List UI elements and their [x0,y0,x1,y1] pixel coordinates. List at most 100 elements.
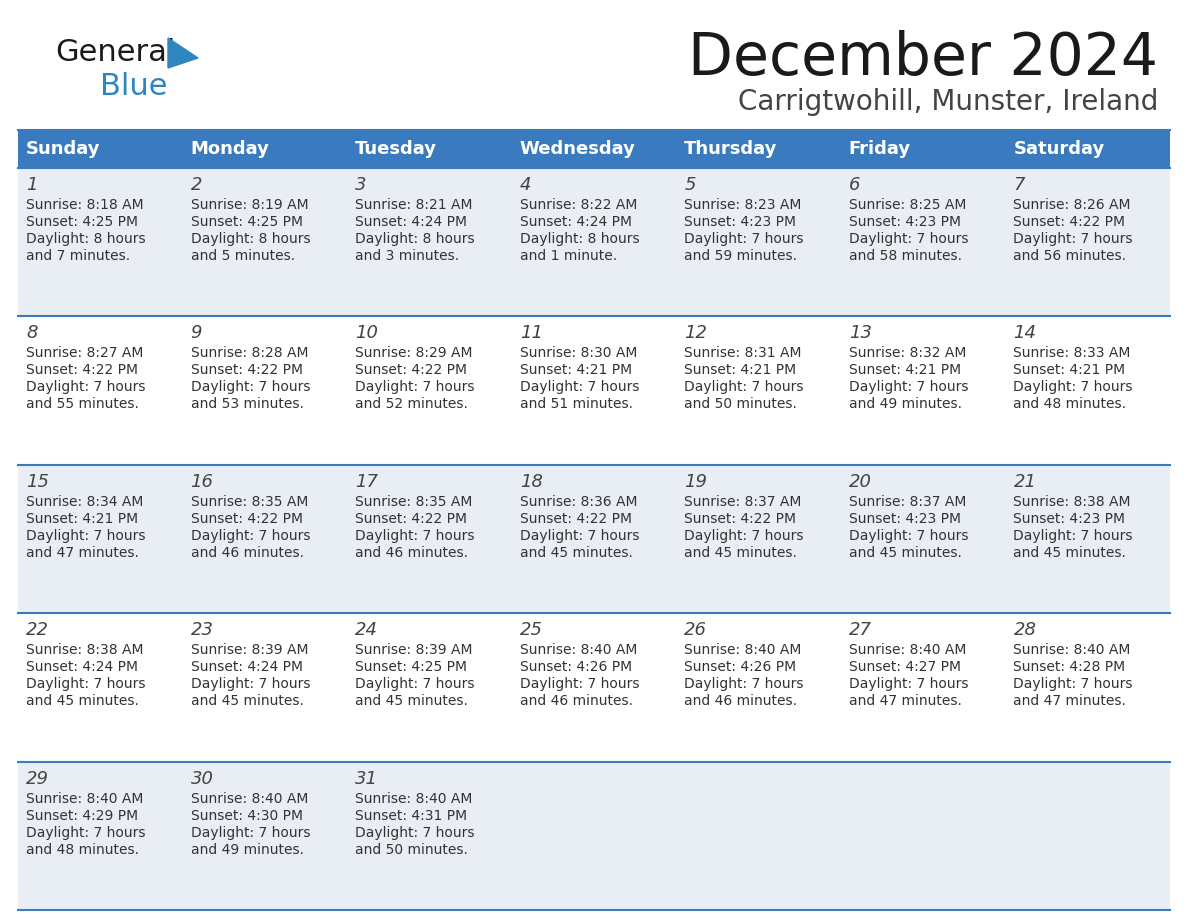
Text: Sunset: 4:28 PM: Sunset: 4:28 PM [1013,660,1125,674]
Text: Sunrise: 8:40 AM: Sunrise: 8:40 AM [1013,644,1131,657]
Text: Sunset: 4:22 PM: Sunset: 4:22 PM [1013,215,1125,229]
Text: and 49 minutes.: and 49 minutes. [849,397,962,411]
Text: and 45 minutes.: and 45 minutes. [26,694,139,708]
Text: and 45 minutes.: and 45 minutes. [684,546,797,560]
Text: Sunset: 4:21 PM: Sunset: 4:21 PM [519,364,632,377]
Text: Daylight: 7 hours: Daylight: 7 hours [849,529,968,543]
Text: and 58 minutes.: and 58 minutes. [849,249,962,263]
Text: Daylight: 7 hours: Daylight: 7 hours [684,677,804,691]
Text: Daylight: 7 hours: Daylight: 7 hours [684,380,804,395]
Text: Daylight: 7 hours: Daylight: 7 hours [190,529,310,543]
Text: Sunrise: 8:18 AM: Sunrise: 8:18 AM [26,198,144,212]
Text: Sunset: 4:21 PM: Sunset: 4:21 PM [849,364,961,377]
Bar [18,168,1170,317]
Text: Sunset: 4:24 PM: Sunset: 4:24 PM [355,215,467,229]
Text: and 45 minutes.: and 45 minutes. [355,694,468,708]
Text: Thursday: Thursday [684,140,778,158]
Text: Daylight: 7 hours: Daylight: 7 hours [1013,677,1133,691]
Text: Sunset: 4:22 PM: Sunset: 4:22 PM [26,364,138,377]
Text: 13: 13 [849,324,872,342]
Text: Daylight: 7 hours: Daylight: 7 hours [190,825,310,840]
Bar [18,130,183,168]
Text: Sunset: 4:24 PM: Sunset: 4:24 PM [519,215,632,229]
Text: 10: 10 [355,324,378,342]
Text: 24: 24 [355,621,378,639]
Text: Sunset: 4:21 PM: Sunset: 4:21 PM [26,512,138,526]
Text: Sunrise: 8:32 AM: Sunrise: 8:32 AM [849,346,966,361]
Bar [18,465,1170,613]
Text: Sunset: 4:31 PM: Sunset: 4:31 PM [355,809,467,823]
Text: 14: 14 [1013,324,1036,342]
Text: Wednesday: Wednesday [519,140,636,158]
Text: Sunrise: 8:23 AM: Sunrise: 8:23 AM [684,198,802,212]
Text: Sunrise: 8:34 AM: Sunrise: 8:34 AM [26,495,144,509]
Text: Sunrise: 8:38 AM: Sunrise: 8:38 AM [1013,495,1131,509]
Text: and 46 minutes.: and 46 minutes. [355,546,468,560]
Text: Sunrise: 8:33 AM: Sunrise: 8:33 AM [1013,346,1131,361]
Text: and 5 minutes.: and 5 minutes. [190,249,295,263]
Text: 18: 18 [519,473,543,491]
Text: Sunset: 4:30 PM: Sunset: 4:30 PM [190,809,303,823]
Text: Sunset: 4:22 PM: Sunset: 4:22 PM [519,512,632,526]
Text: 26: 26 [684,621,707,639]
Text: Sunset: 4:27 PM: Sunset: 4:27 PM [849,660,961,674]
Text: Daylight: 8 hours: Daylight: 8 hours [26,232,146,246]
Text: Sunrise: 8:40 AM: Sunrise: 8:40 AM [849,644,966,657]
Text: Sunrise: 8:40 AM: Sunrise: 8:40 AM [355,791,473,806]
Text: and 46 minutes.: and 46 minutes. [684,694,797,708]
Text: Tuesday: Tuesday [355,140,437,158]
Text: Daylight: 8 hours: Daylight: 8 hours [355,232,475,246]
Text: Sunrise: 8:36 AM: Sunrise: 8:36 AM [519,495,637,509]
Text: Sunset: 4:29 PM: Sunset: 4:29 PM [26,809,138,823]
Text: Daylight: 7 hours: Daylight: 7 hours [519,529,639,543]
Text: Daylight: 7 hours: Daylight: 7 hours [26,677,145,691]
Text: Sunset: 4:22 PM: Sunset: 4:22 PM [684,512,796,526]
Text: Blue: Blue [100,72,168,101]
Text: 11: 11 [519,324,543,342]
Text: Sunrise: 8:38 AM: Sunrise: 8:38 AM [26,644,144,657]
Text: Daylight: 7 hours: Daylight: 7 hours [26,529,145,543]
Text: Sunrise: 8:35 AM: Sunrise: 8:35 AM [190,495,308,509]
Text: Sunrise: 8:40 AM: Sunrise: 8:40 AM [684,644,802,657]
Text: 12: 12 [684,324,707,342]
Text: Daylight: 7 hours: Daylight: 7 hours [684,232,804,246]
Text: 5: 5 [684,176,696,194]
Text: and 45 minutes.: and 45 minutes. [519,546,632,560]
Text: 3: 3 [355,176,367,194]
Text: and 1 minute.: and 1 minute. [519,249,617,263]
Text: Daylight: 7 hours: Daylight: 7 hours [519,677,639,691]
Text: and 47 minutes.: and 47 minutes. [26,546,139,560]
Text: Sunset: 4:26 PM: Sunset: 4:26 PM [519,660,632,674]
Text: and 50 minutes.: and 50 minutes. [355,843,468,856]
Text: Sunset: 4:24 PM: Sunset: 4:24 PM [190,660,303,674]
Text: and 50 minutes.: and 50 minutes. [684,397,797,411]
Text: 30: 30 [190,769,214,788]
Text: and 7 minutes.: and 7 minutes. [26,249,131,263]
Text: 6: 6 [849,176,860,194]
Text: 16: 16 [190,473,214,491]
Text: Sunrise: 8:29 AM: Sunrise: 8:29 AM [355,346,473,361]
Text: Sunrise: 8:26 AM: Sunrise: 8:26 AM [1013,198,1131,212]
Text: and 59 minutes.: and 59 minutes. [684,249,797,263]
Text: Daylight: 7 hours: Daylight: 7 hours [849,232,968,246]
Bar [18,762,1170,910]
Text: 20: 20 [849,473,872,491]
Text: Sunrise: 8:22 AM: Sunrise: 8:22 AM [519,198,637,212]
Text: 15: 15 [26,473,49,491]
Text: 23: 23 [190,621,214,639]
Text: and 53 minutes.: and 53 minutes. [190,397,303,411]
Bar [183,130,347,168]
Text: 31: 31 [355,769,378,788]
Text: Daylight: 7 hours: Daylight: 7 hours [190,677,310,691]
Text: Sunrise: 8:37 AM: Sunrise: 8:37 AM [849,495,966,509]
Text: Sunrise: 8:19 AM: Sunrise: 8:19 AM [190,198,308,212]
Text: 17: 17 [355,473,378,491]
Text: Sunrise: 8:35 AM: Sunrise: 8:35 AM [355,495,473,509]
Text: Friday: Friday [849,140,911,158]
Bar [18,317,1170,465]
Text: Sunset: 4:21 PM: Sunset: 4:21 PM [684,364,796,377]
Text: Daylight: 8 hours: Daylight: 8 hours [190,232,310,246]
Text: Sunrise: 8:40 AM: Sunrise: 8:40 AM [519,644,637,657]
Text: and 45 minutes.: and 45 minutes. [849,546,962,560]
Text: Sunset: 4:25 PM: Sunset: 4:25 PM [355,660,467,674]
